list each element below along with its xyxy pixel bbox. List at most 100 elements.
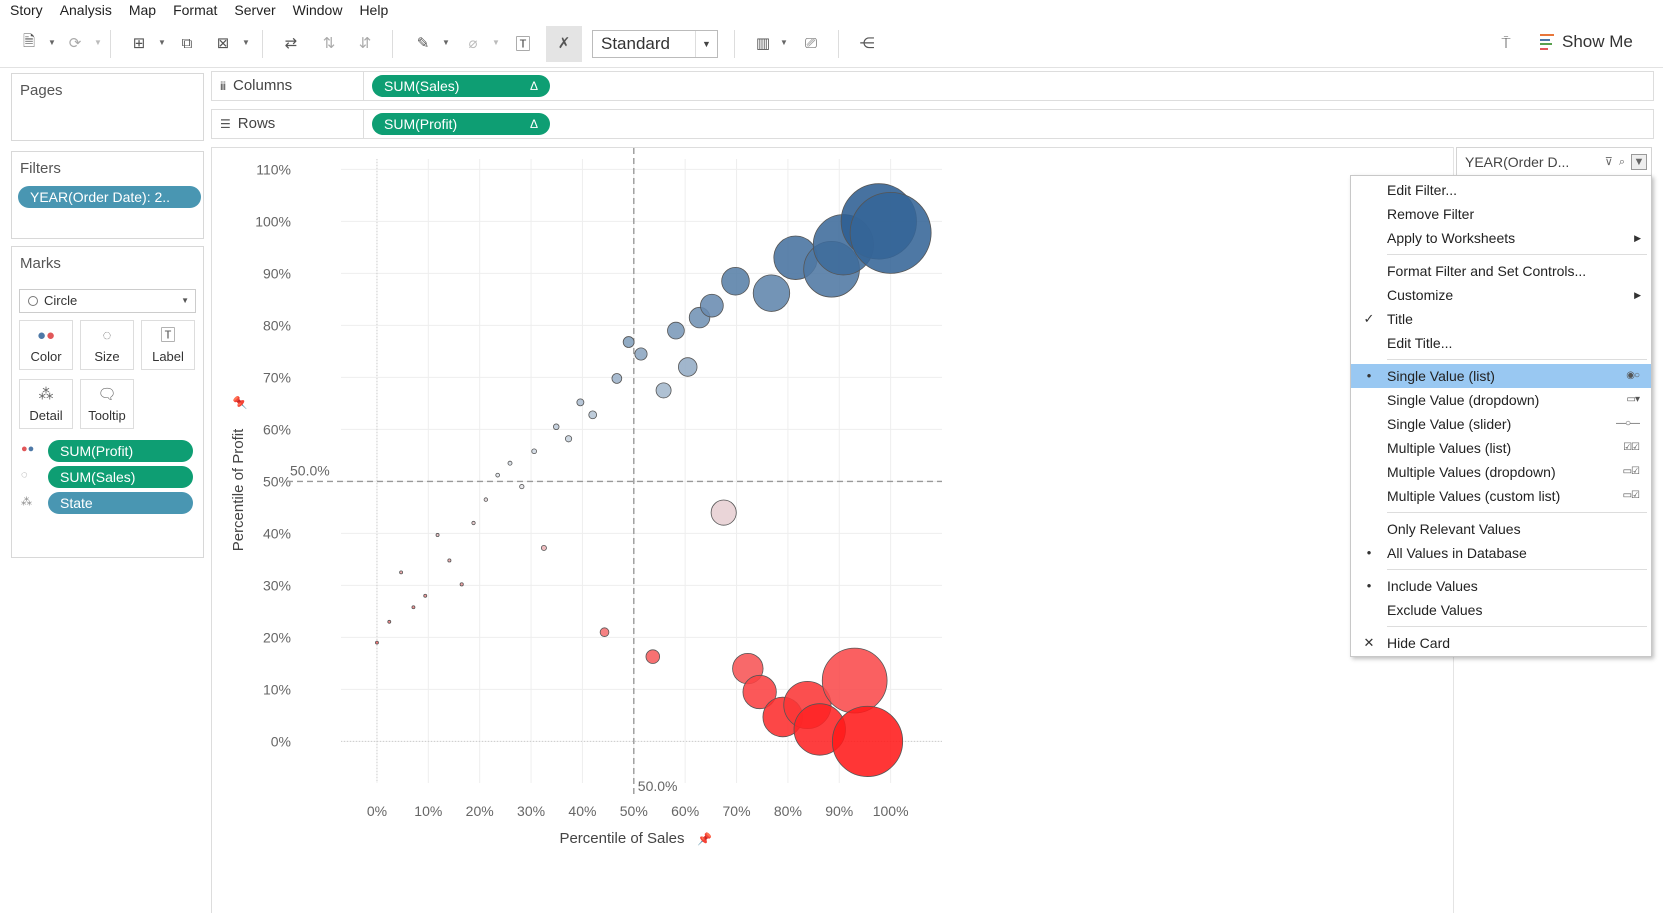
scatter-point[interactable] (471, 520, 476, 526)
share-icon[interactable]: ⋲ (859, 35, 875, 52)
scatter-point[interactable] (634, 347, 648, 361)
menu-item-format-filter-and-set-controls[interactable]: Format Filter and Set Controls... (1351, 259, 1651, 283)
menu-item-exclude-values[interactable]: Exclude Values (1351, 598, 1651, 622)
menu-item-single-value-list[interactable]: • Single Value (list) ◉○ (1351, 364, 1651, 388)
scatter-point[interactable] (576, 398, 585, 407)
scatter-point[interactable] (588, 410, 598, 420)
marks-label-button[interactable]: 🅃 Label (141, 320, 195, 370)
menu-item-multiple-values-dropdown[interactable]: Multiple Values (dropdown) ▭☑ (1351, 460, 1651, 484)
fit-select[interactable]: Standard ▼ (592, 30, 718, 58)
menu-item-remove-filter[interactable]: Remove Filter (1351, 202, 1651, 226)
scatter-point[interactable] (540, 544, 547, 551)
scatter-point[interactable] (611, 373, 623, 384)
scatter-point[interactable] (655, 382, 672, 399)
scatter-point[interactable] (742, 674, 777, 710)
sort-descending-icon[interactable]: ⇵ (358, 35, 372, 52)
chevron-down-icon[interactable]: ▼ (780, 38, 788, 47)
menu-server[interactable]: Server (234, 2, 276, 18)
chevron-down-icon[interactable]: ▼ (94, 38, 102, 47)
menu-window[interactable]: Window (292, 2, 343, 18)
filter-pill-year-order-date[interactable]: YEAR(Order Date): 2.. (18, 186, 201, 208)
swap-rows-columns-icon[interactable]: ⇄ (284, 35, 298, 52)
menu-item-customize[interactable]: Customize ▶ (1351, 283, 1651, 307)
chevron-down-icon[interactable]: ▼ (695, 31, 717, 57)
scatter-point[interactable] (678, 357, 698, 377)
menu-help[interactable]: Help (359, 2, 389, 18)
scatter-point[interactable] (447, 558, 452, 563)
scatter-point[interactable] (552, 423, 560, 431)
mark-type-select[interactable]: Circle ▼ (19, 289, 196, 313)
group-members-icon[interactable]: ⌀ (468, 35, 478, 52)
menu-item-all-values-in-database[interactable]: • All Values in Database (1351, 541, 1651, 565)
menu-item-edit-title[interactable]: Edit Title... (1351, 331, 1651, 355)
menu-item-apply-to-worksheets[interactable]: Apply to Worksheets ▶ (1351, 226, 1651, 250)
scatter-point[interactable] (531, 448, 537, 455)
new-worksheet-icon[interactable]: ⊞ (132, 35, 146, 52)
chevron-down-icon[interactable]: ▼ (158, 38, 166, 47)
menu-analysis[interactable]: Analysis (59, 2, 112, 18)
rows-shelf[interactable]: ☰ Rows SUM(Profit) Δ (211, 109, 1654, 139)
scatter-point[interactable] (721, 266, 750, 296)
sort-ascending-icon[interactable]: ⇅ (322, 35, 336, 52)
menu-item-only-relevant-values[interactable]: Only Relevant Values (1351, 517, 1651, 541)
clear-sheet-icon[interactable]: ⊠ (216, 35, 230, 52)
scatter-point[interactable] (483, 497, 489, 502)
rows-pill-sum-profit[interactable]: SUM(Profit) Δ (372, 113, 550, 135)
duplicate-sheet-icon[interactable]: ⧉ (181, 34, 193, 52)
scatter-point[interactable] (667, 321, 685, 340)
chevron-down-icon[interactable]: ▼ (181, 296, 189, 305)
highlight-icon[interactable]: ✎ (416, 35, 430, 52)
show-cards-icon[interactable]: ▥ (755, 35, 771, 52)
scatter-point[interactable] (519, 484, 525, 490)
scatter-point[interactable] (423, 593, 428, 598)
scatter-point[interactable] (375, 640, 379, 645)
show-me-button[interactable]: Show Me (1540, 32, 1633, 52)
menu-item-single-value-dropdown[interactable]: Single Value (dropdown) ▭▾ (1351, 388, 1651, 412)
menu-item-single-value-slider[interactable]: Single Value (slider) —○— (1351, 412, 1651, 436)
marks-tooltip-button[interactable]: 🗨 Tooltip (80, 379, 134, 429)
scatter-point[interactable] (645, 649, 661, 664)
scatter-point[interactable] (700, 293, 724, 318)
scatter-point[interactable] (752, 274, 791, 312)
scatter-point[interactable] (710, 499, 737, 526)
clear-filter-icon[interactable]: ⊽ (1604, 156, 1613, 168)
fix-axes-icon[interactable]: ✗ (557, 35, 571, 52)
menu-item-title[interactable]: ✓ Title (1351, 307, 1651, 331)
scatter-point[interactable] (599, 627, 610, 637)
menu-map[interactable]: Map (128, 2, 157, 18)
chevron-down-icon[interactable]: ▼ (442, 38, 450, 47)
scatter-point[interactable] (387, 619, 392, 624)
presentation-mode-icon[interactable]: ⎚ (804, 34, 817, 52)
columns-shelf[interactable]: iii Columns SUM(Sales) Δ (211, 71, 1654, 101)
chevron-down-icon[interactable]: ▼ (48, 38, 56, 47)
scatter-point[interactable] (495, 472, 500, 478)
menu-format[interactable]: Format (173, 2, 218, 18)
marks-pill-sum-profit[interactable]: SUM(Profit) (48, 440, 193, 462)
format-painter-icon[interactable]: ⍑ (1501, 34, 1511, 52)
menu-item-edit-filter[interactable]: Edit Filter... (1351, 178, 1651, 202)
menu-item-multiple-values-list[interactable]: Multiple Values (list) ☑☑ (1351, 436, 1651, 460)
scatter-point[interactable] (507, 460, 513, 466)
marks-pill-state[interactable]: State (48, 492, 193, 514)
show-mark-labels-icon[interactable]: 🅃 (515, 35, 531, 53)
scatter-point[interactable] (399, 570, 404, 575)
search-icon[interactable]: ⌕ (1618, 156, 1625, 168)
save-icon[interactable]: 🗎 (22, 32, 36, 50)
scatter-point[interactable] (849, 191, 932, 274)
scatter-point[interactable] (411, 605, 416, 610)
marks-pill-sum-sales[interactable]: SUM(Sales) (48, 466, 193, 488)
scatter-chart[interactable]: 0% 10% 20% 30% 40% 50% 60% 70% 80% 90% 100% 110% 0% 1… (212, 148, 1454, 913)
scatter-point[interactable] (831, 705, 904, 777)
filters-card[interactable]: Filters YEAR(Order Date): 2.. (11, 151, 204, 239)
columns-pill-sum-sales[interactable]: SUM(Sales) Δ (372, 75, 550, 97)
chevron-down-icon[interactable]: ▼ (1631, 154, 1647, 170)
marks-detail-button[interactable]: ⁂ Detail (19, 379, 73, 429)
scatter-point[interactable] (821, 647, 888, 714)
scatter-point[interactable] (564, 435, 573, 443)
marks-size-button[interactable]: ◌ Size (80, 320, 134, 370)
chevron-down-icon[interactable]: ▼ (242, 38, 250, 47)
menu-item-multiple-values-custom-list[interactable]: Multiple Values (custom list) ▭☑ (1351, 484, 1651, 508)
menu-item-hide-card[interactable]: ✕ Hide Card (1351, 631, 1651, 655)
menu-story[interactable]: Story (10, 2, 43, 18)
year-order-date-filter-card[interactable]: YEAR(Order D... ⊽ ⌕ ▼ (1456, 147, 1652, 177)
